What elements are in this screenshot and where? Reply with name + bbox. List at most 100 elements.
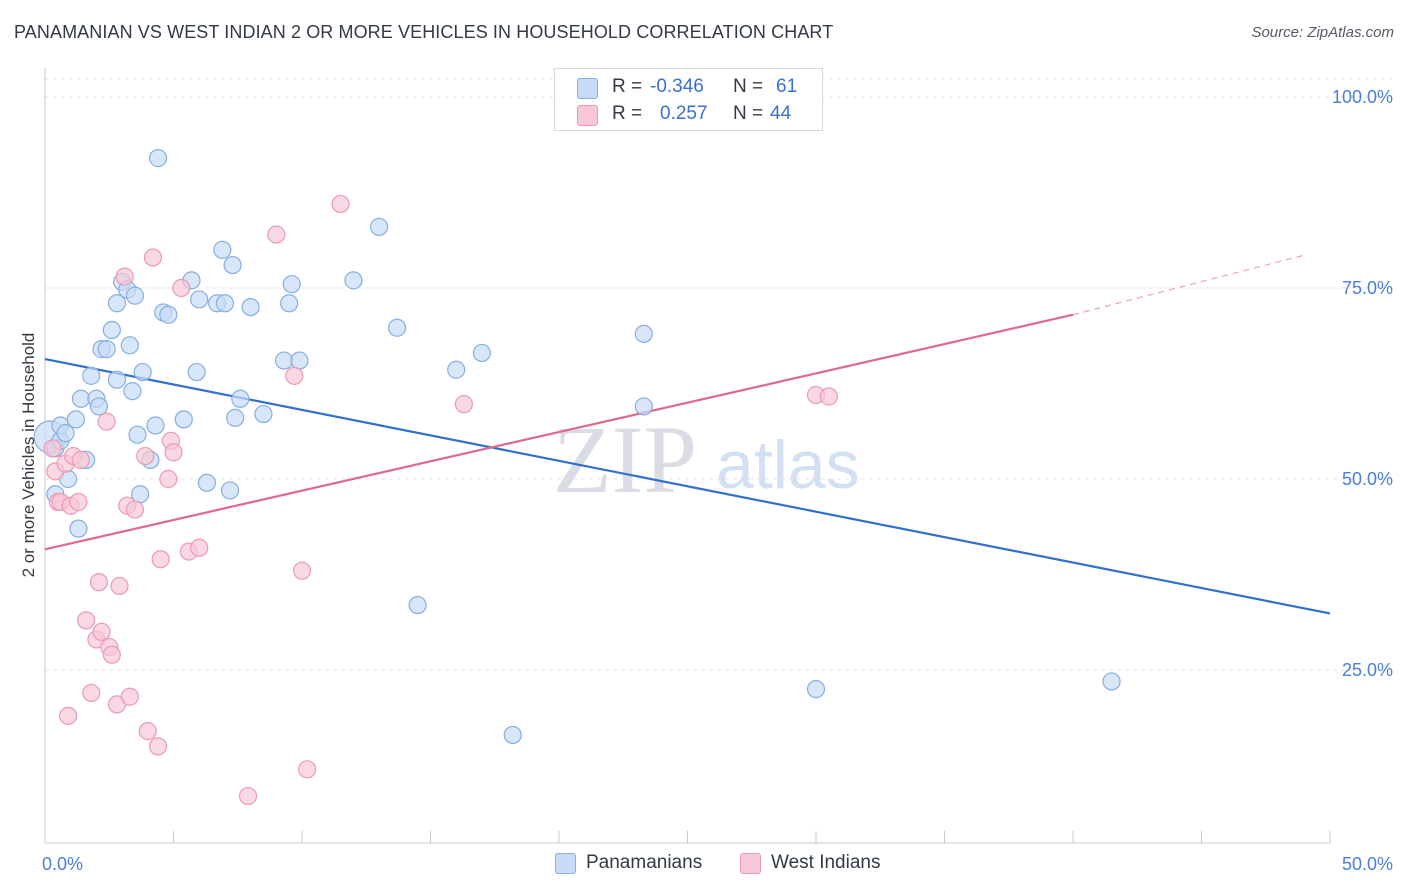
y-tick-label: 25.0%: [1342, 660, 1393, 680]
legend-n-value: 44: [770, 103, 792, 124]
point-panamanian: [197, 473, 217, 492]
point-panamanian: [97, 340, 116, 359]
trend-lines: [44, 254, 1331, 615]
data-points: [33, 149, 1121, 806]
source-credit: Source: ZipAtlas.com: [1251, 24, 1394, 41]
point-west-indian: [115, 267, 134, 286]
legend-swatch-panamanians: [577, 78, 598, 99]
y-axis-title: 2 or more Vehicles in Household: [19, 333, 38, 578]
point-panamanian: [123, 382, 142, 401]
point-panamanian: [231, 389, 250, 408]
point-panamanian: [215, 294, 234, 313]
tick-labels: 25.0% 50.0% 75.0% 100.0% 0.0% 50.0%: [42, 87, 1393, 874]
point-panamanian: [107, 370, 127, 389]
x-tick-label: 0.0%: [42, 854, 83, 874]
point-west-indian: [71, 450, 91, 469]
point-panamanian: [387, 318, 407, 337]
legend-n-label: N =: [733, 76, 764, 97]
point-panamanian: [174, 410, 193, 429]
legend-r-label: R =: [612, 76, 643, 97]
point-west-indian: [102, 645, 121, 664]
point-panamanian: [241, 298, 260, 317]
trend-line-west-indians: [44, 313, 1074, 551]
point-panamanian: [282, 275, 301, 294]
point-west-indian: [97, 412, 116, 431]
point-panamanian: [213, 240, 232, 259]
point-panamanian: [82, 366, 101, 385]
point-panamanian: [226, 408, 245, 427]
point-west-indian: [77, 611, 96, 630]
point-west-indian: [143, 248, 163, 267]
legend-n-value: 61: [776, 76, 798, 97]
point-west-indian: [159, 469, 178, 489]
y-tick-label: 75.0%: [1342, 278, 1393, 298]
point-west-indian: [59, 706, 78, 725]
point-panamanian: [89, 397, 109, 416]
point-west-indian: [151, 550, 170, 569]
point-panamanian: [148, 149, 168, 168]
point-west-indian: [138, 722, 157, 741]
watermark-zip: ZIP: [553, 406, 697, 513]
watermark-atlas: atlas: [716, 427, 860, 503]
point-west-indian: [267, 225, 286, 244]
point-panamanian: [190, 290, 209, 309]
point-west-indian: [43, 439, 62, 458]
point-panamanian: [806, 679, 826, 699]
correlation-legend: R = -0.346 N = 61 R = 0.257 N = 44: [554, 68, 823, 131]
point-panamanian: [408, 595, 427, 615]
bottom-legend-label: West Indians: [771, 852, 881, 873]
bottom-legend-swatch-west-indians: [740, 853, 761, 874]
point-panamanian: [223, 255, 242, 275]
point-panamanian: [634, 397, 653, 416]
grid: [45, 78, 1392, 671]
point-panamanian: [69, 519, 88, 538]
legend-r-value: -0.346: [650, 76, 704, 97]
point-panamanian: [71, 389, 91, 408]
point-west-indian: [164, 443, 183, 462]
point-panamanian: [1102, 672, 1121, 691]
axes: [44, 68, 1331, 844]
point-west-indian: [172, 278, 191, 298]
legend-r-label: R =: [612, 103, 643, 124]
point-panamanian: [274, 351, 294, 370]
point-panamanian: [102, 320, 121, 340]
bottom-legend-swatch-panamanians: [555, 853, 576, 874]
trend-line-panamanians: [44, 357, 1331, 615]
point-west-indian: [292, 561, 312, 580]
point-panamanian: [66, 410, 85, 429]
point-west-indian: [454, 395, 474, 414]
point-panamanian: [128, 425, 147, 444]
legend-swatch-west-indians: [577, 105, 598, 126]
point-panamanian: [187, 362, 206, 382]
point-panamanian: [254, 404, 273, 424]
point-west-indian: [125, 500, 145, 519]
point-west-indian: [69, 492, 88, 512]
point-panamanian: [472, 343, 491, 363]
point-west-indian: [92, 622, 111, 641]
point-panamanian: [220, 481, 240, 500]
point-west-indian: [82, 683, 101, 703]
y-tick-label: 100.0%: [1332, 87, 1393, 107]
point-panamanian: [107, 294, 127, 313]
chart-title: PANAMANIAN VS WEST INDIAN 2 OR MORE VEHI…: [14, 22, 834, 42]
point-west-indian: [190, 538, 209, 557]
bottom-legend-label: Panamanians: [586, 852, 703, 873]
point-panamanian: [125, 286, 145, 305]
trend-line-extension: [1072, 254, 1305, 316]
point-panamanian: [290, 351, 309, 370]
point-west-indian: [120, 687, 139, 706]
point-west-indian: [285, 366, 304, 385]
point-west-indian: [136, 446, 155, 466]
point-panamanian: [280, 294, 299, 313]
point-west-indian: [331, 194, 350, 214]
point-panamanian: [133, 362, 152, 382]
point-panamanian: [56, 424, 75, 443]
point-west-indian: [110, 576, 129, 596]
point-panamanian: [159, 305, 178, 324]
legend-r-value: 0.257: [660, 103, 708, 124]
point-panamanian: [634, 324, 653, 343]
point-panamanian: [146, 416, 165, 435]
point-west-indian: [298, 760, 317, 779]
point-panamanian: [370, 217, 389, 236]
